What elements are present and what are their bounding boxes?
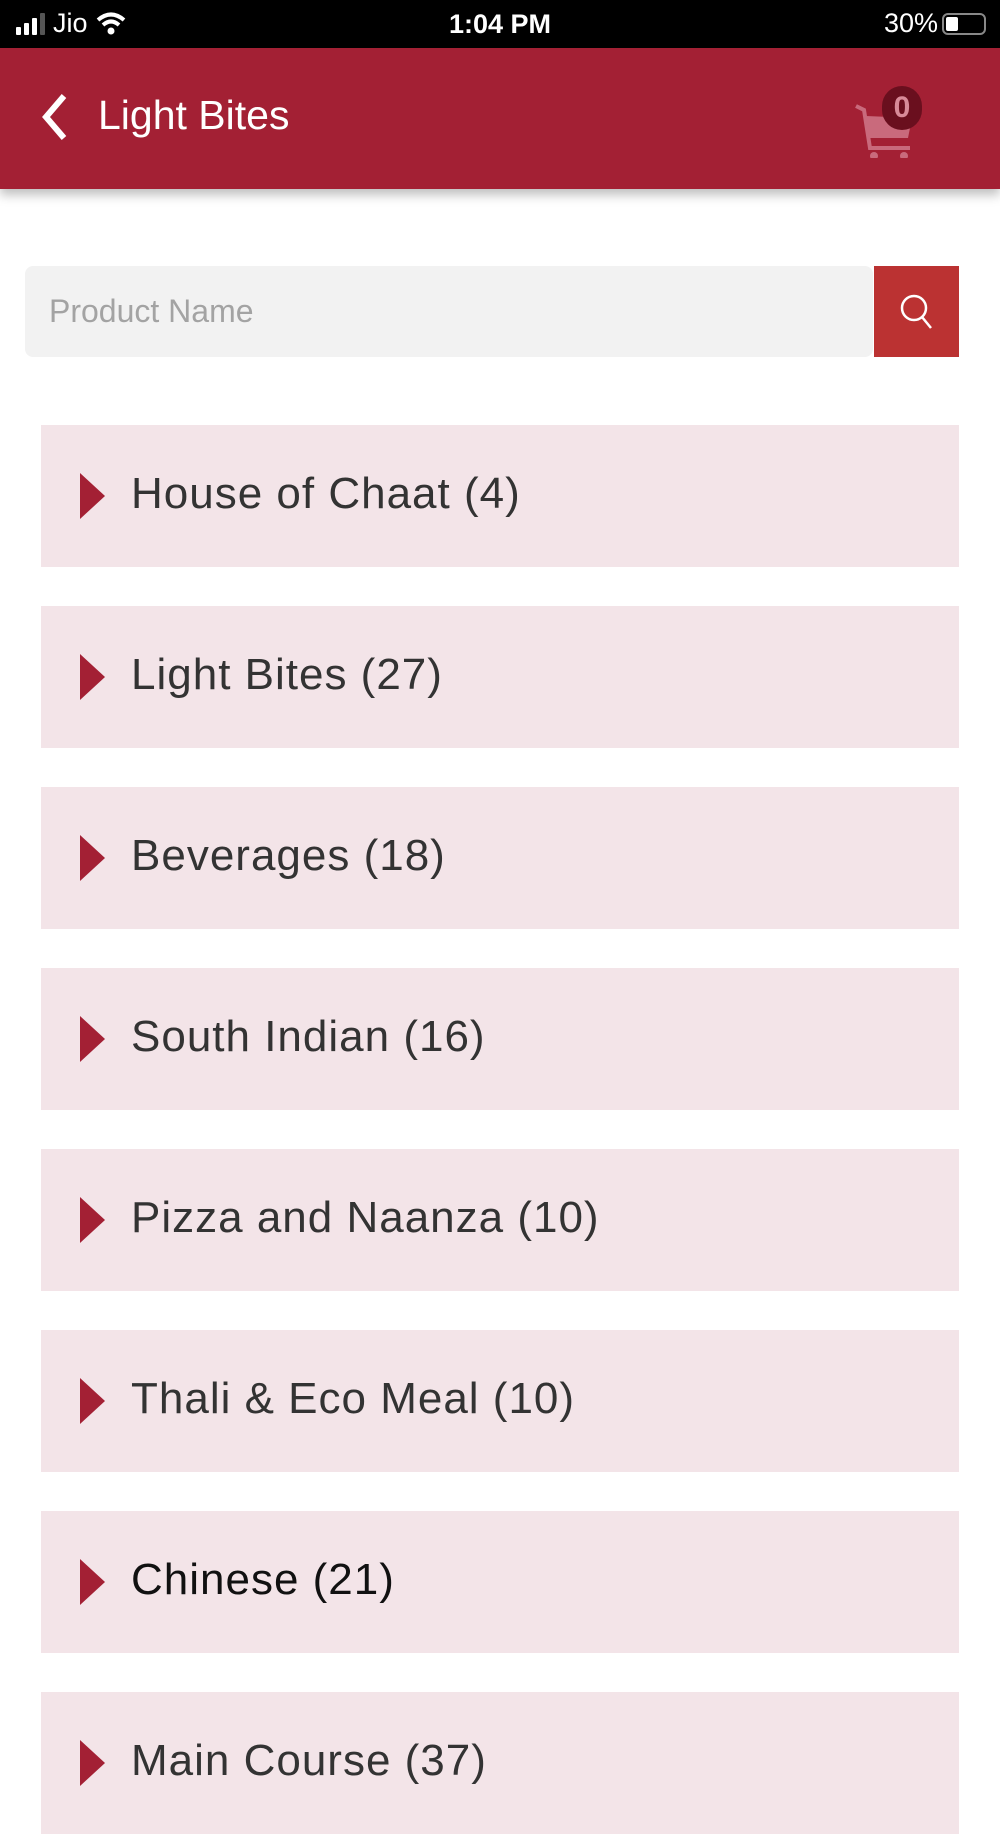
caret-right-icon	[80, 1559, 105, 1605]
caret-right-icon	[80, 835, 105, 881]
product-search-input[interactable]	[25, 266, 873, 357]
page-title: Light Bites	[98, 92, 290, 138]
app-header: Light Bites 0	[0, 48, 1000, 189]
clock: 1:04 PM	[448, 9, 552, 39]
category-house-of-chaat[interactable]: House of Chaat (4)	[41, 425, 959, 567]
category-south-indian[interactable]: South Indian (16)	[41, 968, 959, 1110]
caret-right-icon	[80, 1016, 105, 1062]
caret-right-icon	[80, 1740, 105, 1786]
category-light-bites[interactable]: Light Bites (27)	[41, 606, 959, 748]
cart-button[interactable]: 0	[852, 68, 942, 168]
wifi-icon	[96, 12, 125, 34]
battery-icon	[942, 12, 986, 35]
caret-right-icon	[80, 1197, 105, 1243]
category-beverages[interactable]: Beverages (18)	[41, 787, 959, 929]
cart-count-badge: 0	[882, 86, 922, 130]
search-button[interactable]	[874, 266, 959, 357]
category-chinese[interactable]: Chinese (21)	[41, 1511, 959, 1653]
carrier: Jio	[53, 8, 88, 38]
category-main-course[interactable]: Main Course (37)	[41, 1692, 959, 1834]
category-thali-eco-meal[interactable]: Thali & Eco Meal (10)	[41, 1330, 959, 1472]
back-chevron-icon[interactable]	[36, 90, 76, 144]
battery-percent: 30%	[883, 8, 938, 38]
status-bar: Jio 1:04 PM 30%	[0, 0, 1000, 48]
signal-icon	[16, 12, 45, 35]
caret-right-icon	[80, 1378, 105, 1424]
category-pizza-and-naanza[interactable]: Pizza and Naanza (10)	[41, 1149, 959, 1291]
caret-right-icon	[80, 473, 105, 519]
search-icon	[900, 294, 932, 329]
caret-right-icon	[80, 654, 105, 700]
